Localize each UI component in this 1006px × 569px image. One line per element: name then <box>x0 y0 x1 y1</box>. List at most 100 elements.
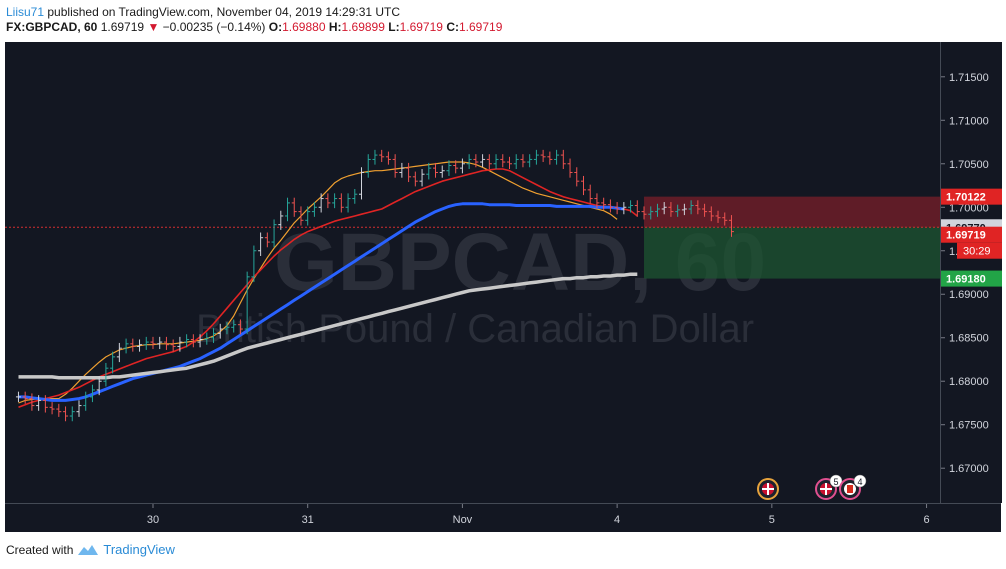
price-tick-label: 1.68500 <box>949 333 989 345</box>
price-bar <box>372 149 378 165</box>
last-price: 1.69719 <box>100 20 145 34</box>
price-bar <box>311 202 317 217</box>
close-value: 1.69719 <box>458 20 503 34</box>
price-bar <box>708 206 714 222</box>
position-zones[interactable] <box>5 196 940 279</box>
price-change: −0.00235 (−0.14%) <box>162 20 266 34</box>
tradingview-brand[interactable]: TradingView <box>103 542 175 557</box>
price-bar <box>177 336 183 352</box>
price-bar <box>426 162 432 180</box>
price-bar <box>42 395 48 413</box>
time-tick-label: Nov <box>453 514 473 526</box>
price-bar <box>668 202 674 217</box>
current-price-flag <box>941 226 1002 243</box>
time-axis-canvas[interactable]: 30 31 Nov 4 5 6 <box>5 504 1001 532</box>
price-bar <box>554 149 560 165</box>
price-bar <box>359 167 365 200</box>
publisher-name[interactable]: Liisu71 <box>6 5 45 19</box>
low-value: 1.69719 <box>399 20 443 34</box>
stop-price-flag <box>941 188 1002 205</box>
price-bar <box>453 160 459 174</box>
price-bar <box>506 156 512 169</box>
price-bar <box>150 336 156 350</box>
price-bar <box>661 202 667 215</box>
price-bar <box>688 200 694 215</box>
ma-line-ma_slow <box>18 202 624 402</box>
price-bar <box>258 232 264 256</box>
price-bar <box>446 160 452 176</box>
economic-events[interactable]: 5 4 <box>757 474 867 500</box>
price-bar <box>170 339 176 352</box>
price-bar <box>675 204 681 217</box>
price-bar <box>607 199 613 213</box>
price-bar <box>157 336 163 350</box>
moving-averages <box>18 161 638 409</box>
low-label: L: <box>388 20 400 34</box>
price-bar <box>264 232 270 248</box>
close-label: C: <box>446 20 459 34</box>
event-flag-ca-icon[interactable]: 4 <box>839 474 867 500</box>
price-bar <box>412 171 418 187</box>
price-bar <box>291 197 297 217</box>
price-bar <box>695 200 701 215</box>
price-bar <box>406 162 412 183</box>
price-bar <box>197 334 203 348</box>
price-bar <box>654 203 660 217</box>
price-bar <box>116 342 122 363</box>
price-bar <box>634 200 640 217</box>
price-bar <box>271 219 277 248</box>
price-bar <box>251 245 257 283</box>
price-bar <box>69 406 75 422</box>
price-bar <box>614 202 620 215</box>
published-text: published on TradingView.com, November 0… <box>47 5 401 19</box>
price-bar <box>103 362 109 387</box>
price-bar <box>641 206 647 220</box>
price-bar <box>681 203 687 216</box>
ohlc-line: FX:GBPCAD, 60 1.69719 ▼ −0.00235 (−0.14%… <box>6 20 502 35</box>
price-bar <box>204 332 210 345</box>
price-bar <box>15 391 21 403</box>
price-bar <box>702 203 708 217</box>
price-bar <box>493 154 499 169</box>
price-bar <box>49 402 55 415</box>
time-tick-label: 30 <box>147 514 159 526</box>
price-bar <box>231 319 237 333</box>
time-tick-label: 5 <box>769 514 775 526</box>
chart-header: Liisu71 published on TradingView.com, No… <box>6 5 502 41</box>
price-bar <box>379 149 385 163</box>
price-bar <box>237 319 243 335</box>
price-bar <box>298 206 304 226</box>
price-bar <box>29 393 35 411</box>
price-axis-canvas[interactable]: 1.670001.675001.680001.685001.690001.695… <box>941 42 1002 503</box>
price-tick-label: 1.71000 <box>949 115 989 127</box>
event-flag-uk-icon[interactable]: 5 <box>815 474 843 500</box>
price-bar <box>96 376 102 396</box>
price-bar <box>392 154 398 178</box>
price-bar <box>332 193 338 209</box>
current-price-flag-label: 1.69719 <box>946 230 986 242</box>
event-flag-uk-icon[interactable] <box>757 478 779 500</box>
price-bar <box>244 271 250 335</box>
chart-canvas[interactable]: GBPCAD, 60 British Pound / Canadian Doll… <box>5 42 940 503</box>
price-bar <box>547 151 553 165</box>
target-price-flag <box>941 270 1002 287</box>
price-bar <box>56 403 62 417</box>
price-bar <box>137 339 143 352</box>
price-bar <box>22 391 28 404</box>
symbol-label: FX:GBPCAD, 60 <box>6 20 98 34</box>
ma-line-ma_long <box>18 272 638 380</box>
price-tick-label: 1.71500 <box>949 72 989 84</box>
publish-line: Liisu71 published on TradingView.com, No… <box>6 5 502 20</box>
price-bar <box>211 328 217 343</box>
price-bar <box>715 210 721 223</box>
price-bar <box>345 193 351 213</box>
take-profit-zone <box>644 227 940 279</box>
price-bar <box>433 162 439 178</box>
time-axis[interactable]: 30 31 Nov 4 5 6 <box>5 503 1001 532</box>
price-axis[interactable]: 1.670001.675001.680001.685001.690001.695… <box>940 42 1002 503</box>
time-tick-label: 31 <box>302 514 314 526</box>
chart-pane[interactable]: GBPCAD, 60 British Pound / Canadian Doll… <box>5 42 940 503</box>
price-bar <box>601 197 607 210</box>
price-bar <box>540 149 546 163</box>
price-bar <box>224 322 230 335</box>
